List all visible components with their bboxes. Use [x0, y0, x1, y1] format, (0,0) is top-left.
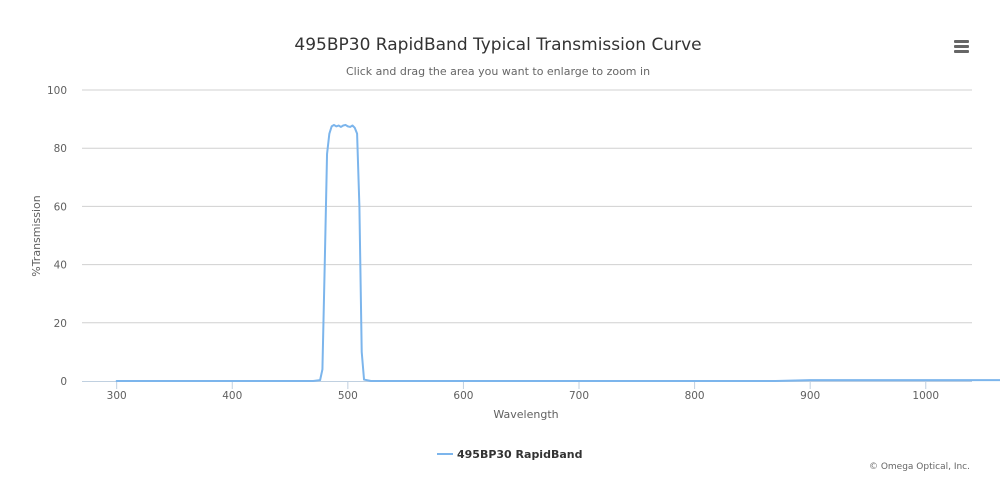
x-tick-label: 900	[800, 390, 820, 402]
x-axis-title: Wavelength	[493, 408, 558, 421]
y-tick-label: 80	[54, 143, 67, 155]
chart-menu-button[interactable]	[948, 32, 974, 58]
y-tick-label: 40	[54, 260, 67, 272]
series-line[interactable]	[115, 123, 1000, 382]
x-tick-label: 1000	[912, 390, 939, 402]
x-tick-label: 700	[569, 390, 589, 402]
y-tick-label: 60	[54, 201, 67, 213]
grid-lines	[82, 89, 972, 324]
legend-item[interactable]: 495BP30 RapidBand	[437, 448, 582, 461]
x-tick-label: 600	[453, 390, 473, 402]
hamburger-menu-icon	[954, 40, 969, 53]
x-tick-label: 400	[222, 390, 242, 402]
x-tick-label: 500	[338, 390, 358, 402]
y-axis-ticks: 0 20 40 60 80 100	[47, 85, 67, 388]
credits-text[interactable]: © Omega Optical, Inc.	[869, 462, 970, 472]
y-tick-label: 0	[60, 376, 67, 388]
x-tick-label: 300	[107, 390, 127, 402]
legend-label: 495BP30 RapidBand	[457, 448, 582, 461]
x-tick-label: 800	[685, 390, 705, 402]
series-layer	[115, 123, 1000, 382]
y-tick-label: 20	[54, 318, 67, 330]
chart-subtitle: Click and drag the area you want to enla…	[346, 65, 650, 78]
y-axis-title: %Transmission	[30, 195, 43, 277]
y-tick-label: 100	[47, 85, 67, 97]
x-axis-ticks: 30040050060070080090010001100	[107, 381, 939, 402]
chart-title: 495BP30 RapidBand Typical Transmission C…	[294, 35, 701, 55]
